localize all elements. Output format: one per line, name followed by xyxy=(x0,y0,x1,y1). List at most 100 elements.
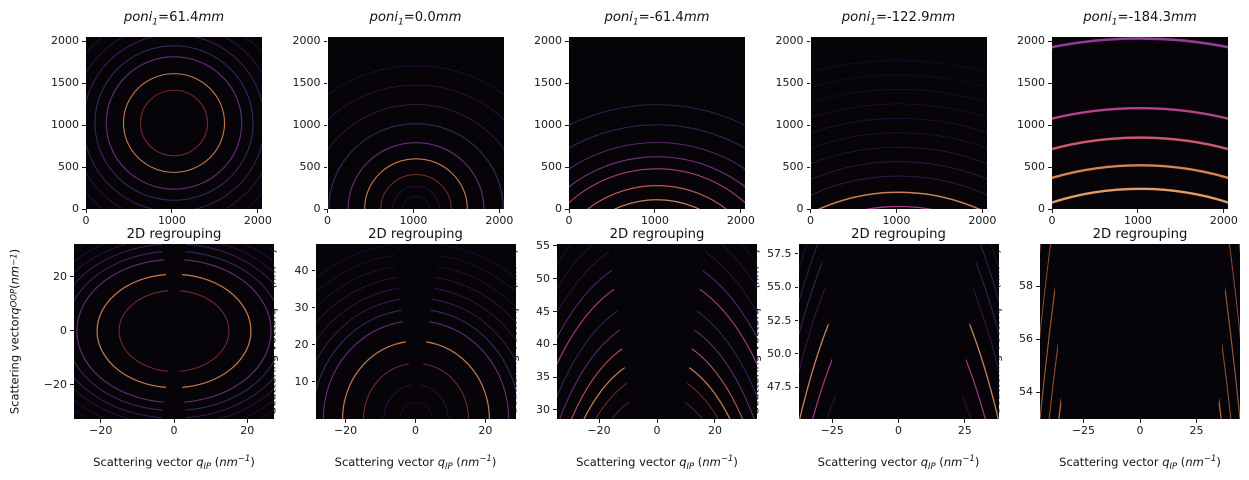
diffraction-ring xyxy=(557,274,757,366)
y-tick-label: 500 xyxy=(58,160,79,173)
diffraction-ring xyxy=(810,89,987,103)
x-tick-mark xyxy=(740,209,742,213)
x-tick-label: 0 xyxy=(324,213,331,227)
label-part-unit: nm xyxy=(1185,454,1204,469)
x-tick-mark xyxy=(654,209,656,213)
diffraction-ring xyxy=(1040,244,1240,419)
label-part-unit: nm xyxy=(702,454,721,469)
x-tick-label: 2000 xyxy=(243,213,272,227)
y-tick-mark xyxy=(1048,166,1052,168)
title-unit: mm xyxy=(929,10,956,25)
y-tick-mark xyxy=(82,40,86,42)
label-part-var: q xyxy=(747,307,761,315)
y-tick-label: 0 xyxy=(1038,202,1045,215)
x-tick-mark xyxy=(1082,419,1084,423)
plot-background xyxy=(810,37,987,209)
y-tick-label: 58 xyxy=(1019,279,1033,293)
y-tick-label: 47.5 xyxy=(767,380,792,394)
diffraction-ring xyxy=(105,56,243,190)
plot-canvas-regroup-4 xyxy=(798,244,999,419)
y-tick-mark xyxy=(806,208,810,210)
y-tick-label: 1500 xyxy=(51,76,79,90)
x-tick-mark xyxy=(1137,209,1139,213)
x-tick-mark xyxy=(898,419,899,423)
title-poni: poni xyxy=(841,10,871,25)
x-tick-label: −20 xyxy=(89,423,113,437)
y-tick-label: 30 xyxy=(294,300,309,314)
x-tick-label: 20 xyxy=(240,423,255,437)
title-sub: 1 xyxy=(398,17,404,28)
y-tick-mark xyxy=(794,386,798,388)
title-sub: 1 xyxy=(870,17,876,28)
label-part-post: ) xyxy=(988,248,1003,254)
label-part-sup: −1 xyxy=(749,253,759,266)
diffraction-ring xyxy=(315,264,516,308)
label-part-var: q xyxy=(988,307,1003,315)
x-tick-label: 2000 xyxy=(485,213,514,227)
azimuthal-gap-wedge xyxy=(161,330,187,419)
axis-label-y: Scattering vector q OOP (nm −1) xyxy=(264,222,279,442)
diffraction-ring xyxy=(569,104,745,126)
diffraction-ring xyxy=(861,390,936,419)
label-part-var: q xyxy=(505,307,520,315)
diffraction-ring xyxy=(826,319,971,419)
label-part-sub: IP xyxy=(686,462,695,473)
label-part-post: ) xyxy=(250,454,255,469)
plot-background xyxy=(1040,244,1240,419)
y-tick-mark xyxy=(553,409,557,411)
y-tick-mark xyxy=(1036,285,1040,287)
x-tick-label: 2000 xyxy=(726,213,755,227)
diffraction-ring xyxy=(798,244,999,271)
x-tick-label: 0 xyxy=(895,423,902,437)
x-tick-mark xyxy=(568,209,570,213)
diffraction-ring xyxy=(570,336,744,419)
diffraction-ring xyxy=(569,168,745,204)
plot-title: 2D regrouping xyxy=(1092,227,1188,242)
diffraction-ring xyxy=(817,191,980,209)
title-value: =-122.9 xyxy=(875,10,930,25)
label-part-unit: nm xyxy=(747,265,761,285)
label-part-sub: IP xyxy=(203,462,212,473)
label-part-sub: IP xyxy=(1169,462,1178,473)
x-tick-label: 1000 xyxy=(640,213,669,227)
y-tick-label: 2000 xyxy=(1017,34,1045,48)
y-tick-label: 52.5 xyxy=(767,313,792,327)
x-tick-mark xyxy=(1139,419,1141,423)
label-part-sup: −1 xyxy=(962,454,975,464)
label-part-mid: ( xyxy=(505,284,520,289)
diffraction-ring xyxy=(315,286,516,342)
x-tick-mark xyxy=(810,209,811,213)
label-part-post: ) xyxy=(491,454,497,469)
diffraction-ring xyxy=(327,104,504,151)
plot-canvas-detector-poni--122.9 xyxy=(810,37,987,209)
diffraction-ring xyxy=(557,244,757,314)
label-part-pre: Scattering vector xyxy=(747,314,761,415)
label-part-unit: nm xyxy=(460,454,480,469)
plot-background xyxy=(74,244,274,419)
label-part-var: q xyxy=(920,454,929,469)
diffraction-ring xyxy=(557,297,757,398)
x-tick-label: −25 xyxy=(820,423,844,437)
y-tick-label: 55 xyxy=(536,238,550,252)
label-part-mid: ( xyxy=(1177,454,1186,469)
label-part-sub: OOP xyxy=(266,288,276,308)
plot-background xyxy=(327,37,504,209)
label-part-unit: nm xyxy=(264,265,278,285)
y-tick-label: 500 xyxy=(782,160,804,173)
axis-label-x: Scattering vector qIP (nm−1) xyxy=(789,452,1009,475)
plot-title: 2D regrouping xyxy=(609,227,705,242)
label-part-var: q xyxy=(7,307,22,315)
y-tick-label: 0 xyxy=(313,202,321,215)
diffraction-ring xyxy=(379,174,452,209)
label-part-sub: OOP xyxy=(990,288,1001,308)
label-part-sup: −1 xyxy=(1203,454,1217,464)
title-poni: poni xyxy=(369,10,398,25)
diffraction-ring xyxy=(315,297,516,363)
y-tick-label: −20 xyxy=(43,377,67,391)
label-part-pre: Scattering vector xyxy=(988,314,1003,415)
label-part-mid: ( xyxy=(747,284,761,289)
diffraction-ring xyxy=(322,320,509,419)
title-sub: 1 xyxy=(152,17,159,28)
